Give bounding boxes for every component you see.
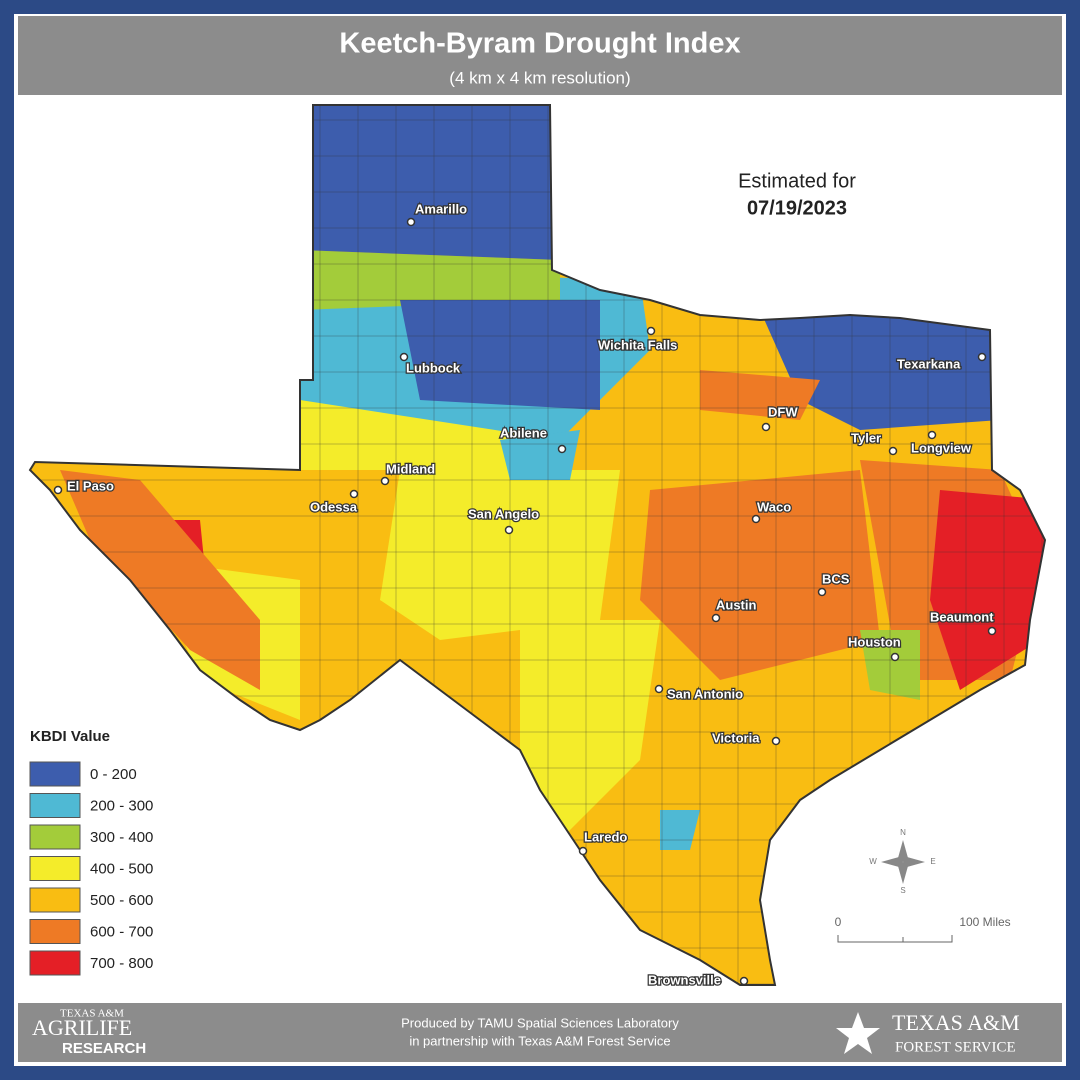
- legend-label: 200 - 300: [90, 797, 153, 814]
- zone: [60, 470, 260, 690]
- compass-s: S: [900, 886, 905, 895]
- left-logo-top: TEXAS A&M: [60, 1008, 124, 1020]
- city-label: DFW: [768, 404, 798, 419]
- right-logo-top: TEXAS A&M: [892, 1010, 1020, 1035]
- city-label: Wichita Falls: [598, 337, 677, 352]
- footer-line2: in partnership with Texas A&M Forest Ser…: [409, 1033, 670, 1048]
- city-marker: [771, 736, 781, 746]
- city-marker: [654, 684, 664, 694]
- city-marker: [711, 613, 721, 623]
- city-label: Texarkana: [897, 356, 961, 371]
- legend-swatch: [29, 950, 81, 976]
- city-label: El Paso: [67, 478, 114, 493]
- city-marker: [987, 626, 997, 636]
- zone: [930, 490, 1045, 690]
- city-label: Brownsville: [648, 972, 721, 987]
- city-label: Abilene: [500, 425, 547, 440]
- city-marker: [399, 352, 409, 362]
- subtitle: (4 km x 4 km resolution): [449, 68, 630, 87]
- city-marker: [504, 525, 514, 535]
- city-marker: [888, 446, 898, 456]
- estimate-date: 07/19/2023: [747, 197, 847, 219]
- legend-swatch: [29, 824, 81, 850]
- left-logo-middle: AGRILIFE: [32, 1015, 132, 1040]
- legend-title: KBDI Value: [30, 728, 110, 745]
- city-label: Lubbock: [406, 360, 461, 375]
- city-label: Beaumont: [930, 609, 994, 624]
- city-label: Odessa: [310, 499, 358, 514]
- legend: 0 - 200 200 - 300 300 - 400 400 - 500 500 - …: [29, 761, 153, 976]
- city-label: Midland: [386, 461, 435, 476]
- legend-swatch: [29, 856, 81, 881]
- city-label: Austin: [716, 597, 757, 612]
- legend-label: 700 - 800: [90, 955, 153, 972]
- zone: [500, 430, 580, 480]
- legend-label: 300 - 400: [90, 829, 153, 846]
- scale-bar: 0 100 Miles: [835, 915, 1011, 943]
- city-marker: [817, 587, 827, 597]
- city-label: Amarillo: [415, 201, 467, 216]
- city-marker: [380, 476, 390, 486]
- legend-swatch: [29, 761, 81, 787]
- city-label: Houston: [848, 634, 901, 649]
- city-marker: [927, 430, 937, 440]
- zone: [700, 370, 820, 420]
- legend-swatch: [29, 793, 81, 818]
- city-label: Laredo: [584, 829, 627, 844]
- city-marker: [761, 422, 771, 432]
- city-label: BCS: [822, 571, 850, 586]
- city-marker: [53, 485, 63, 495]
- city-label: San Antonio: [667, 686, 743, 701]
- zone: [400, 300, 600, 410]
- city-marker: [646, 326, 656, 336]
- legend-label: 600 - 700: [90, 923, 153, 940]
- city-marker: [739, 976, 749, 986]
- right-logo-bottom: FOREST SERVICE: [895, 1039, 1016, 1055]
- compass: N E S W: [869, 828, 935, 895]
- city-label: Tyler: [851, 430, 881, 445]
- scale-start: 0: [835, 915, 842, 929]
- city-marker: [977, 352, 987, 362]
- city-label: Victoria: [712, 730, 760, 745]
- city-marker: [578, 846, 588, 856]
- compass-n: N: [900, 828, 906, 837]
- title: Keetch-Byram Drought Index: [339, 28, 740, 60]
- legend-swatch: [29, 919, 81, 944]
- star-logo: [836, 1012, 880, 1054]
- legend-swatch: [29, 887, 81, 913]
- city-marker: [557, 444, 567, 454]
- city-marker: [751, 514, 761, 524]
- cities: Amarillo Lubbock Wichita Falls Texarkana DFW…: [53, 200, 997, 989]
- city-marker: [890, 652, 900, 662]
- city-label: San Angelo: [468, 506, 539, 521]
- city-label: Waco: [757, 499, 791, 514]
- zone: [520, 620, 660, 840]
- zone: [380, 470, 620, 640]
- title-bar: [18, 16, 1062, 95]
- compass-e: E: [930, 857, 935, 866]
- city-marker: [349, 489, 359, 499]
- legend-label: 500 - 600: [90, 892, 153, 909]
- compass-w: W: [869, 857, 877, 866]
- zone: [300, 105, 560, 260]
- city-marker: [406, 217, 416, 227]
- estimate-label: Estimated for: [738, 170, 856, 192]
- legend-label: 400 - 500: [90, 860, 153, 877]
- left-logo-bottom: RESEARCH: [62, 1040, 146, 1057]
- city-label: Longview: [911, 440, 972, 455]
- legend-label: 0 - 200: [90, 766, 137, 783]
- zone: [760, 310, 1000, 430]
- zone: [300, 250, 560, 310]
- footer-bar: [18, 1003, 1062, 1062]
- scale-end: 100 Miles: [959, 915, 1010, 929]
- footer-line1: Produced by TAMU Spatial Sciences Labora…: [401, 1015, 679, 1030]
